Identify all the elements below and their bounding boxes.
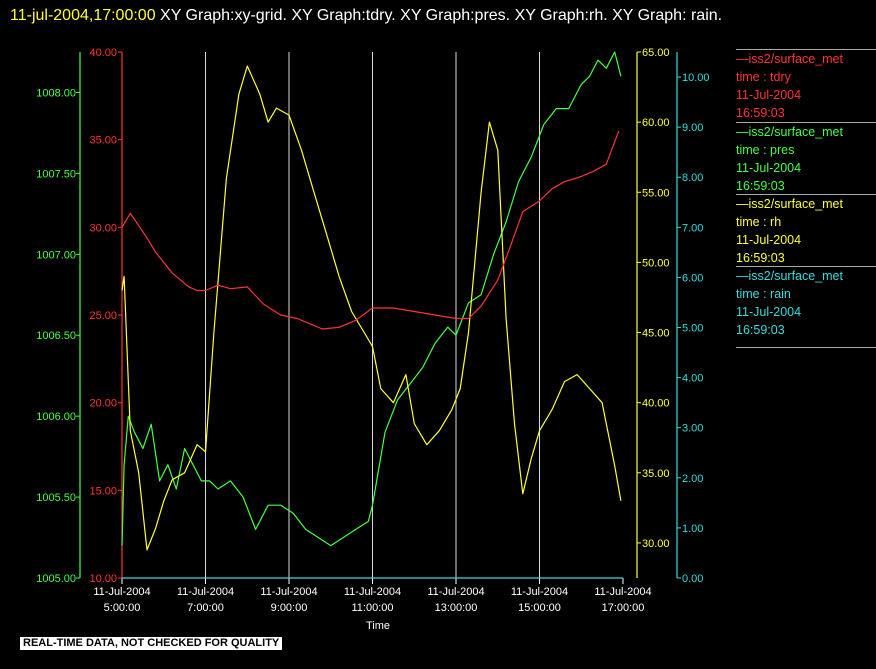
y-tick-label-rh-3: 45.00: [642, 328, 670, 340]
y-tick-label-rh-2: 40.00: [642, 398, 670, 410]
y-tick-label-tdry-0: 10.00: [89, 573, 117, 585]
legend-rh-var: time : rh: [736, 215, 782, 229]
legend-tdry-source: —iss2/surface_met: [736, 49, 876, 68]
y-tick-label-rain-3: 3.00: [682, 423, 703, 435]
legend-bottom-rule: [736, 347, 876, 348]
legend-rain-time: 16:59:03: [736, 323, 785, 337]
legend-tdry-time: 16:59:03: [736, 106, 785, 120]
y-tick-label-tdry-4: 30.00: [89, 222, 117, 234]
y-tick-label-pres-4: 1007.00: [36, 249, 76, 261]
y-tick-label-rain-6: 6.00: [682, 272, 703, 284]
y-tick-label-rh-0: 30.00: [642, 538, 670, 550]
legend-tdry-date: 11-Jul-2004: [736, 88, 802, 102]
y-tick-label-rh-4: 50.00: [642, 257, 670, 269]
y-tick-label-rh-7: 65.00: [642, 47, 670, 59]
x-tick-label-date-4: 11-Jul-2004: [427, 586, 484, 598]
legend-rain: —iss2/surface_met time : rain 11-Jul-200…: [736, 266, 876, 348]
x-tick-label-time-4: 13:00:00: [435, 602, 478, 614]
y-tick-label-rain-7: 7.00: [682, 222, 703, 234]
y-tick-label-rain-2: 2.00: [682, 473, 703, 485]
legend-pres-date: 11-Jul-2004: [736, 161, 802, 175]
x-tick-label-time-5: 15:00:00: [518, 602, 561, 614]
chart-title: 11-jul-2004,17:00:00 XY Graph:xy-grid. X…: [10, 2, 870, 30]
legend-rain-date: 11-Jul-2004: [736, 305, 802, 319]
y-tick-label-rain-10: 10.00: [682, 72, 710, 84]
quality-warning: REAL-TIME DATA, NOT CHECKED FOR QUALITY: [20, 637, 283, 650]
y-tick-label-pres-3: 1006.50: [36, 330, 76, 342]
x-tick-label-time-2: 9:00:00: [271, 602, 308, 614]
x-tick-label-date-0: 11-Jul-2004: [93, 586, 150, 598]
y-tick-label-pres-1: 1005.50: [36, 492, 76, 504]
y-tick-label-rh-1: 35.00: [642, 468, 670, 480]
legend-rh-date: 11-Jul-2004: [736, 233, 802, 247]
y-tick-label-rh-5: 55.00: [642, 187, 670, 199]
legend-pres-var: time : pres: [736, 143, 795, 157]
y-tick-label-tdry-2: 20.00: [89, 398, 117, 410]
y-tick-label-rh-6: 60.00: [642, 117, 670, 129]
y-tick-label-pres-2: 1006.00: [36, 411, 76, 423]
x-tick-label-date-2: 11-Jul-2004: [260, 586, 317, 598]
y-tick-label-pres-5: 1007.50: [36, 168, 76, 180]
series-line-rh: [121, 65, 622, 551]
title-text: XY Graph:xy-grid. XY Graph:tdry. XY Grap…: [155, 7, 723, 24]
series-line-tdry: [121, 130, 620, 330]
legend-tdry-var: time : tdry: [736, 70, 791, 84]
x-tick-label-date-1: 11-Jul-2004: [177, 586, 234, 598]
title-timestamp: 11-jul-2004,17:00:00: [10, 7, 156, 24]
x-tick-label-date-3: 11-Jul-2004: [344, 586, 401, 598]
legend-rain-var: time : rain: [736, 287, 791, 301]
legend-pres-time: 16:59:03: [736, 179, 785, 193]
y-tick-label-tdry-5: 35.00: [89, 135, 117, 147]
legend-pres: —iss2/surface_met time : pres 11-Jul-200…: [736, 122, 876, 195]
y-tick-label-rain-9: 9.00: [682, 122, 703, 134]
legend-tdry: —iss2/surface_met time : tdry 11-Jul-200…: [736, 49, 876, 122]
x-tick-label-date-6: 11-Jul-2004: [594, 586, 651, 598]
y-tick-label-rain-1: 1.00: [682, 523, 703, 535]
legend-rh: —iss2/surface_met time : rh 11-Jul-2004 …: [736, 194, 876, 267]
legend-rain-source: —iss2/surface_met: [736, 266, 876, 285]
y-tick-label-rain-4: 4.00: [682, 373, 703, 385]
y-tick-label-rain-8: 8.00: [682, 172, 703, 184]
x-axis-label: Time: [366, 620, 390, 632]
y-tick-label-rain-5: 5.00: [682, 323, 703, 335]
y-tick-label-tdry-1: 15.00: [89, 485, 117, 497]
y-tick-label-tdry-6: 40.00: [89, 47, 117, 59]
x-tick-label-date-5: 11-Jul-2004: [511, 586, 568, 598]
y-tick-label-pres-6: 1008.00: [36, 87, 76, 99]
x-tick-label-time-0: 5:00:00: [104, 602, 141, 614]
y-tick-label-pres-0: 1005.00: [36, 573, 76, 585]
legend-pres-source: —iss2/surface_met: [736, 122, 876, 141]
y-tick-label-rain-0: 0.00: [682, 573, 703, 585]
series-line-pres: [121, 51, 622, 547]
x-tick-label-time-3: 11:00:00: [351, 602, 393, 614]
legend-rh-time: 16:59:03: [736, 251, 785, 265]
legend-rh-source: —iss2/surface_met: [736, 194, 876, 213]
x-tick-label-time-6: 17:00:00: [602, 602, 645, 614]
x-tick-label-time-1: 7:00:00: [187, 602, 224, 614]
y-tick-label-tdry-3: 25.00: [89, 310, 117, 322]
